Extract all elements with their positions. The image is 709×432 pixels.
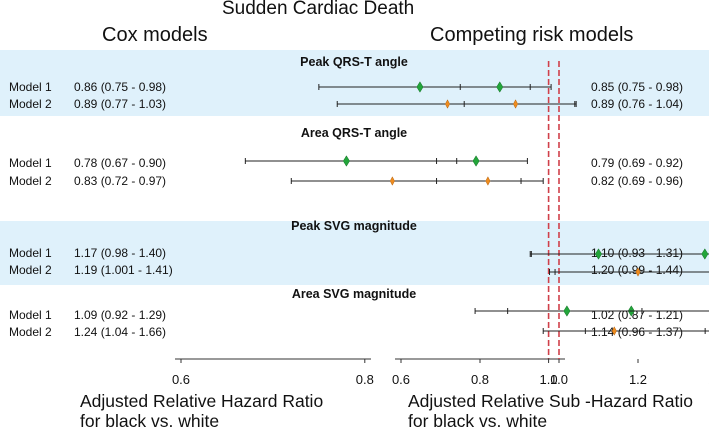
left-estimate-label: 1.19 (1.001 - 1.41) — [74, 263, 173, 277]
left-point-estimate-marker — [389, 176, 395, 186]
left-estimate-label: 1.24 (1.04 - 1.66) — [74, 325, 167, 339]
left-model-label: Model 1 — [9, 246, 52, 260]
left-model-label: Model 2 — [9, 263, 52, 277]
left-model-label: Model 2 — [9, 174, 52, 188]
left-axis-title-line-1: Adjusted Relative Hazard Ratio — [80, 391, 324, 411]
right-point-estimate-marker — [611, 326, 617, 336]
right-x-tick-label: 1.2 — [629, 372, 647, 387]
left-x-tick-label: 0.6 — [172, 372, 190, 387]
left-point-estimate-marker — [416, 81, 424, 93]
right-x-tick-label: 0.8 — [471, 372, 489, 387]
right-estimate-label: 0.89 (0.76 - 1.04) — [591, 97, 684, 111]
right-point-estimate-marker — [563, 305, 571, 317]
right-point-estimate-marker — [496, 81, 504, 93]
right-x-tick-label: 1.4 — [708, 372, 709, 387]
left-model-label: Model 2 — [9, 325, 52, 339]
section-title-peak-qrs-t: Peak QRS-T angle — [300, 55, 408, 69]
right-point-estimate-marker — [635, 267, 641, 277]
right-estimate-label: 1.10 (0.93 - 1.31) — [591, 246, 684, 260]
left-estimate-label: 1.17 (0.98 - 1.40) — [74, 246, 167, 260]
right-axis-title-line-1: Adjusted Relative Sub -Hazard Ratio — [408, 391, 694, 411]
right-x-tick-label: 0.6 — [392, 372, 410, 387]
left-point-estimate-marker — [701, 248, 709, 260]
right-point-estimate-marker — [472, 155, 480, 167]
left-estimate-label: 0.78 (0.67 - 0.90) — [74, 156, 167, 170]
left-estimate-label: 0.86 (0.75 - 0.98) — [74, 80, 167, 94]
section-title-area-svg: Area SVG magnitude — [291, 287, 417, 301]
section-title-area-qrs-t: Area QRS-T angle — [300, 126, 408, 140]
right-estimate-label: 0.85 (0.75 - 0.98) — [591, 80, 684, 94]
left-x-tick-label: 0.8 — [356, 372, 374, 387]
right-axis-title-line-2: for black vs. white — [408, 411, 548, 431]
right-point-estimate-marker — [485, 176, 491, 186]
section-band-peak-svg — [0, 221, 709, 285]
right-point-estimate-marker — [595, 248, 602, 260]
left-point-estimate-marker — [445, 99, 450, 109]
right-panel-title: Competing risk models — [430, 24, 634, 46]
right-x-tick-label: 1.0 — [550, 372, 568, 387]
left-model-label: Model 1 — [9, 80, 52, 94]
left-panel-title: Cox models — [102, 24, 208, 46]
left-model-label: Model 1 — [9, 308, 52, 322]
left-model-label: Model 1 — [9, 156, 52, 170]
section-band-peak-qrs-t — [0, 50, 709, 116]
left-point-estimate-marker — [342, 155, 350, 167]
left-estimate-label: 0.83 (0.72 - 0.97) — [74, 174, 167, 188]
right-estimate-label: 0.79 (0.69 - 0.92) — [591, 156, 684, 170]
left-estimate-label: 1.09 (0.92 - 1.29) — [74, 308, 167, 322]
right-estimate-label: 0.82 (0.69 - 0.96) — [591, 174, 684, 188]
left-model-label: Model 2 — [9, 97, 52, 111]
left-x-tick-label: 1.0 — [540, 372, 558, 387]
right-point-estimate-marker — [513, 99, 519, 109]
figure-title: Sudden Cardiac Death — [222, 0, 415, 19]
left-axis-title-line-2: for black vs. white — [80, 411, 220, 431]
section-title-peak-svg: Peak SVG magnitude — [291, 219, 417, 233]
left-estimate-label: 0.89 (0.77 - 1.03) — [74, 97, 167, 111]
